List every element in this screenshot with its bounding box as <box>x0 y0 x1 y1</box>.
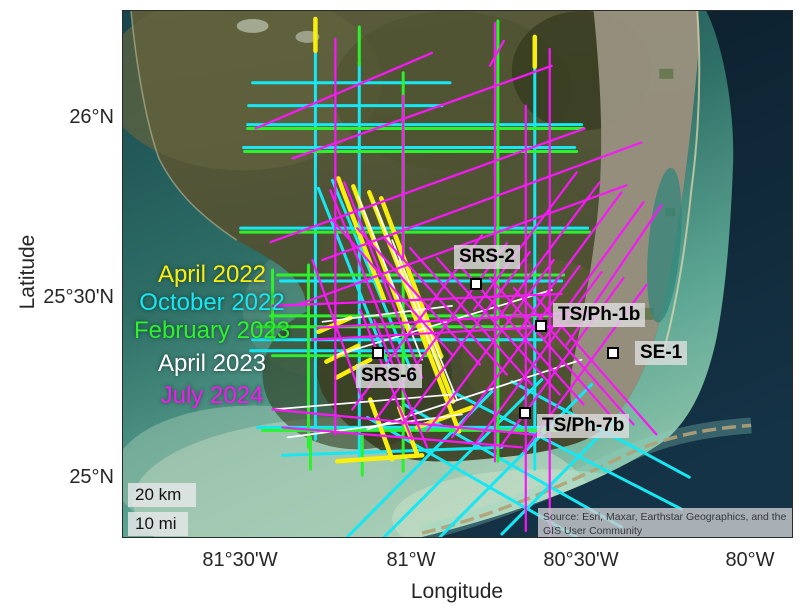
station-label-ts-ph-7b: TS/Ph-7b <box>537 414 630 438</box>
x-tick-80W: 80°W <box>725 549 775 571</box>
y-tick-2530N: 25°30'N <box>43 286 114 308</box>
map-canvas: April 2022 October 2022 February 2023 Ap… <box>122 10 793 538</box>
y-axis-label: Latitude <box>16 234 39 310</box>
station-marker-srs-6 <box>372 347 384 359</box>
scalebar-mi: 10 mi <box>128 512 188 536</box>
x-axis-label: Longitude <box>410 580 504 603</box>
station-marker-ts-ph-7b <box>519 407 531 419</box>
x-tick-8130W: 81°30'W <box>202 549 278 571</box>
basemap-attribution: Source: Esri, Maxar, Earthstar Geographi… <box>538 508 792 537</box>
scalebar-km: 20 km <box>128 483 196 507</box>
station-label-srs-2: SRS-2 <box>454 245 520 269</box>
x-tick-81W: 81°W <box>386 549 436 571</box>
station-marker-se-1 <box>607 347 619 359</box>
flight-lines-july-2024 <box>254 21 663 537</box>
station-marker-ts-ph-1b <box>535 320 547 332</box>
station-label-se-1: SE-1 <box>635 341 688 365</box>
station-label-ts-ph-1b: TS/Ph-1b <box>553 303 646 327</box>
y-tick-25N: 25°N <box>69 466 114 488</box>
x-tick-8030W: 80°30'W <box>543 549 619 571</box>
station-label-srs-6: SRS-6 <box>356 364 422 388</box>
station-marker-srs-2 <box>470 278 482 290</box>
flight-lines-layer <box>239 16 691 537</box>
y-tick-26N: 26°N <box>69 106 114 128</box>
